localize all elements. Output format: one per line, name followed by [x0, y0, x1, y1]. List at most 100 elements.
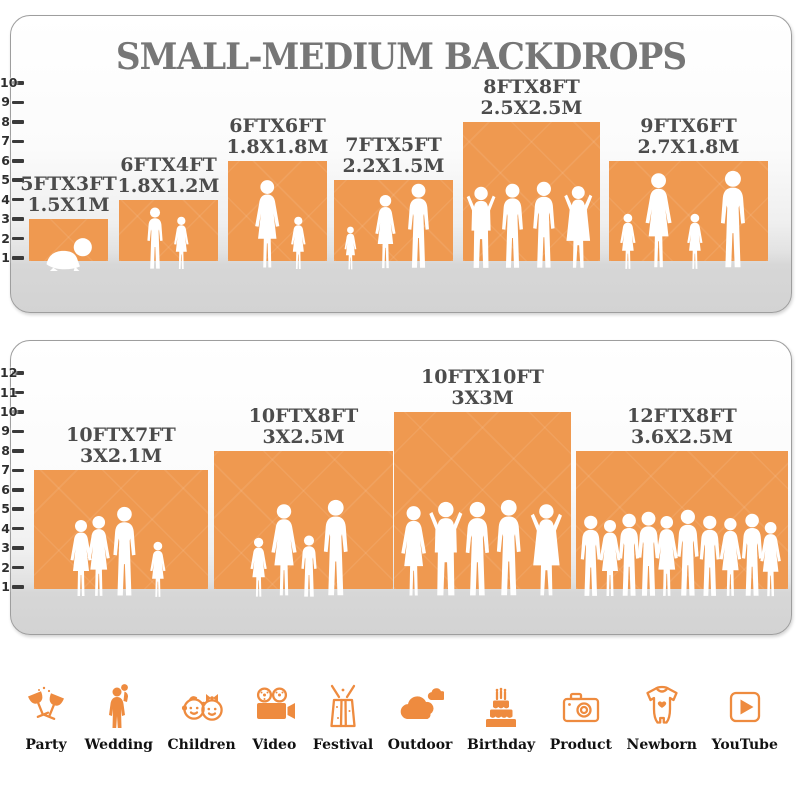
- ruler-number: 8: [1, 442, 10, 458]
- panel-large: 1 2 3 4 5 6 7 8 9 10 11 12 10FTX7FT 3X2.1M 10FTX8FT 3X2…: [0, 340, 792, 635]
- size-ft-text: 5FTX3FT: [20, 173, 117, 196]
- category-youtube: YouTube: [712, 683, 778, 753]
- ruler-number: 2: [1, 559, 10, 575]
- backdrop-12ftx8ft: 12FTX8FT 3.6X2.5M: [576, 405, 788, 589]
- festival-icon: [330, 684, 356, 728]
- people-silhouette: [496, 183, 529, 271]
- people-silhouette: [463, 186, 499, 271]
- ruler-tick: [12, 371, 24, 375]
- ruler-number: 8: [1, 113, 10, 129]
- ruler-number: 2: [1, 230, 10, 246]
- ruler-number: 3: [1, 211, 10, 227]
- category-festival: Festival: [313, 683, 373, 753]
- category-birthday: Birthday: [467, 683, 535, 753]
- category-outdoor: Outdoor: [387, 683, 453, 753]
- backdrop-5ftx3ft: 5FTX3FT 1.5X1M: [20, 174, 117, 261]
- backdrop-size-label: 6FTX6FT 1.8X1.8M: [226, 114, 329, 158]
- people-silhouette: [143, 207, 167, 271]
- page-title: SMALL-MEDIUM BACKDROPS: [115, 36, 687, 78]
- backdrop-7ftx5ft: 7FTX5FT 2.2X1.5M: [334, 135, 453, 261]
- size-m-text: 1.8X1.8M: [226, 135, 329, 158]
- people-silhouette: [147, 541, 169, 599]
- ruler-tick: [12, 546, 24, 550]
- category-label: Product: [549, 737, 612, 753]
- ruler-tick: [12, 585, 24, 589]
- backdrop-10ftx8ft: 10FTX8FT 3X2.5M: [214, 405, 393, 589]
- ruler-number: 11: [0, 384, 18, 400]
- backdrop-10ftx7ft: 10FTX7FT 3X2.1M: [34, 425, 208, 589]
- category-party: Party: [22, 683, 70, 753]
- category-label: Birthday: [467, 737, 536, 753]
- people-silhouette: [684, 213, 706, 271]
- people-silhouette: [756, 521, 785, 599]
- size-ft-text: 10FTX7FT: [66, 424, 176, 447]
- category-label: Video: [252, 737, 297, 753]
- backdrop-6ftx6ft: 6FTX6FT 1.8X1.8M: [227, 115, 328, 261]
- ruler-number: 9: [1, 94, 10, 110]
- ruler-tick: [12, 449, 24, 453]
- ruler-number: 7: [1, 133, 10, 149]
- category-children: Children: [168, 683, 236, 753]
- backdrop-size-label: 5FTX3FT 1.5X1M: [20, 174, 116, 216]
- ruler-tick: [12, 139, 24, 144]
- people-silhouette: [640, 172, 677, 271]
- size-m-text: 1.5X1M: [27, 194, 110, 217]
- category-label: Outdoor: [387, 737, 453, 753]
- category-video: Video: [250, 683, 298, 753]
- size-m-text: 3.6X2.5M: [631, 425, 733, 448]
- category-label: YouTube: [711, 737, 778, 753]
- ruler-tick: [12, 256, 24, 260]
- backdrop-size-label: 10FTX7FT 3X2.1M: [66, 425, 176, 467]
- category-product: Product: [550, 683, 612, 753]
- people-silhouette: [250, 179, 285, 271]
- outdoor-icon: [400, 688, 445, 719]
- size-m-text: 3X3M: [451, 386, 514, 409]
- backdrop-size-label: 12FTX8FT 3.6X2.5M: [627, 404, 737, 448]
- size-ft-text: 12FTX8FT: [627, 404, 737, 427]
- size-ft-text: 6FTX6FT: [229, 114, 326, 137]
- ruler-tick: [12, 81, 24, 85]
- ruler-tick: [12, 487, 24, 492]
- backdrop-size-label: 7FTX5FT 2.2X1.5M: [343, 135, 445, 177]
- ruler-tick: [12, 120, 24, 124]
- people-silhouette: [107, 506, 142, 599]
- people-silhouette: [171, 216, 192, 271]
- people-silhouette: [560, 185, 597, 271]
- size-ft-text: 9FTX6FT: [640, 114, 737, 137]
- youtube-icon: [729, 691, 760, 723]
- ruler-number: 10: [0, 403, 18, 419]
- ruler-tick: [12, 410, 24, 414]
- ruler-tick: [12, 197, 24, 202]
- ruler-number: 4: [1, 520, 10, 536]
- people-silhouette: [317, 499, 355, 599]
- category-label: Party: [25, 737, 67, 753]
- ruler-number: 1: [1, 579, 10, 594]
- people-silhouette: [288, 216, 309, 271]
- ruler-tick: [12, 158, 24, 163]
- backdrop-size-label: 10FTX10FT 3X3M: [421, 365, 544, 409]
- size-m-text: 3X2.5M: [262, 425, 345, 448]
- people-silhouette: [527, 181, 561, 271]
- size-ft-text: 8FTX8FT: [483, 75, 580, 98]
- ruler-number: 5: [1, 172, 10, 188]
- backdrop-9ftx6ft: 9FTX6FT 2.7X1.8M: [609, 115, 768, 261]
- size-ft-text: 6FTX4FT: [120, 153, 217, 176]
- people-silhouette: [402, 183, 435, 271]
- size-ft-text: 10FTX10FT: [421, 365, 544, 388]
- category-legend: Party Wedding Childre: [22, 658, 778, 753]
- children-icon: [181, 694, 223, 721]
- party-icon: [28, 686, 64, 720]
- people-silhouette: [342, 226, 359, 271]
- size-m-text: 2.7X1.8M: [637, 135, 740, 158]
- category-label: Children: [167, 737, 236, 753]
- people-silhouette: [371, 194, 400, 271]
- ruler-tick: [12, 429, 24, 434]
- ruler-tick: [12, 236, 24, 241]
- product-icon: [562, 692, 600, 723]
- ruler-tick: [12, 100, 24, 105]
- category-label: Newborn: [626, 737, 697, 753]
- ruler-tick: [12, 468, 24, 473]
- size-m-text: 2.2X1.5M: [342, 155, 445, 178]
- backdrop-6ftx4ft: 6FTX4FT 1.8X1.2M: [118, 154, 219, 261]
- ruler-tick: [12, 217, 24, 221]
